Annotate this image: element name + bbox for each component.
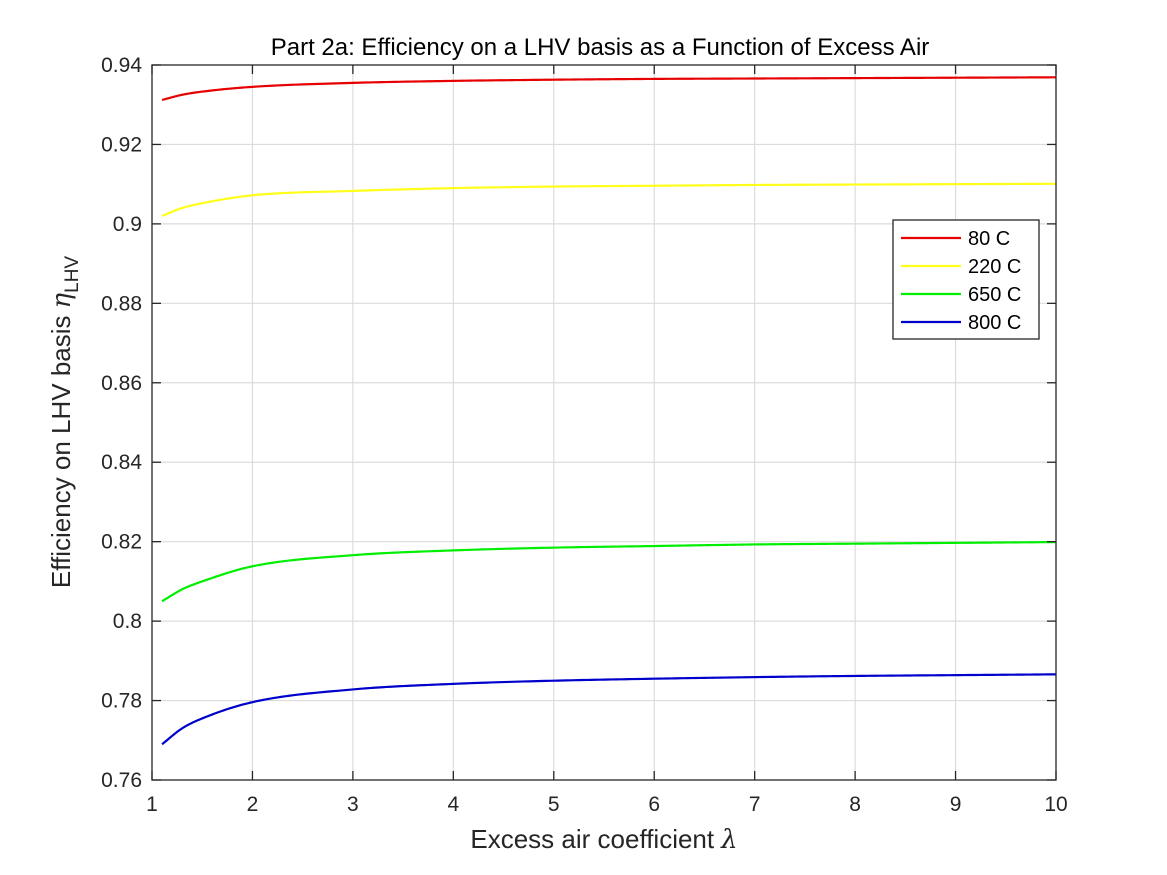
x-axis-label-symbol: λ: [720, 825, 737, 855]
y-tick-label: 0.92: [101, 133, 142, 156]
x-tick-label: 9: [950, 793, 962, 816]
y-tick-label: 0.84: [101, 451, 142, 474]
x-tick-label: 4: [447, 793, 459, 816]
x-tick-label: 6: [648, 793, 660, 816]
legend-label: 220 C: [968, 256, 1021, 278]
y-tick-label: 0.88: [101, 292, 142, 315]
y-tick-label: 0.8: [113, 610, 142, 633]
x-tick-label: 3: [347, 793, 359, 816]
x-tick-label: 5: [548, 793, 560, 816]
y-tick-label: 0.94: [101, 54, 142, 77]
y-tick-label: 0.9: [113, 213, 142, 236]
legend-label: 800 C: [968, 312, 1021, 334]
legend: 80 C 220 C 650 C 800 C: [892, 219, 1040, 340]
series-line-650-c: [161, 540, 1057, 603]
series-line-800-c: [161, 673, 1057, 746]
legend-label: 650 C: [968, 284, 1021, 306]
plot-frame: [151, 64, 1057, 781]
y-tick-label: 0.82: [101, 531, 142, 554]
series-line-220-c: [161, 182, 1057, 217]
legend-box: [892, 219, 1040, 340]
y-tick-label: 0.78: [101, 690, 142, 713]
series-lines: [161, 76, 1057, 746]
chart-title: Part 2a: Efficiency on a LHV basis as a …: [271, 34, 930, 61]
y-tick-label: 0.86: [101, 372, 142, 395]
legend-label: 80 C: [968, 228, 1010, 250]
x-tick-label: 2: [247, 793, 259, 816]
x-tick-label: 7: [749, 793, 761, 816]
x-tick-label: 1: [146, 793, 158, 816]
y-axis-label-symbol: η: [47, 292, 77, 308]
y-tick-label: 0.76: [101, 769, 142, 792]
y-axis-label-subscript: LHV: [62, 256, 83, 293]
y-axis-label: Efficiency on LHV basis ηLHV: [46, 256, 83, 589]
x-tick-label: 8: [849, 793, 861, 816]
x-tick-label: 10: [1044, 793, 1067, 816]
axis-ticks: 1 2 3 4 5 6 7 8 9 10 0.76 0.78 0.8 0.82 0.84 0.86 0.88 0.…: [101, 54, 1068, 816]
x-axis-label-text: Excess air coefficient: [470, 824, 715, 854]
series-line-80-c: [161, 76, 1057, 102]
x-axis-label: Excess air coefficient λ: [470, 824, 737, 855]
y-axis-label-text: Efficiency on LHV basis: [46, 315, 76, 588]
